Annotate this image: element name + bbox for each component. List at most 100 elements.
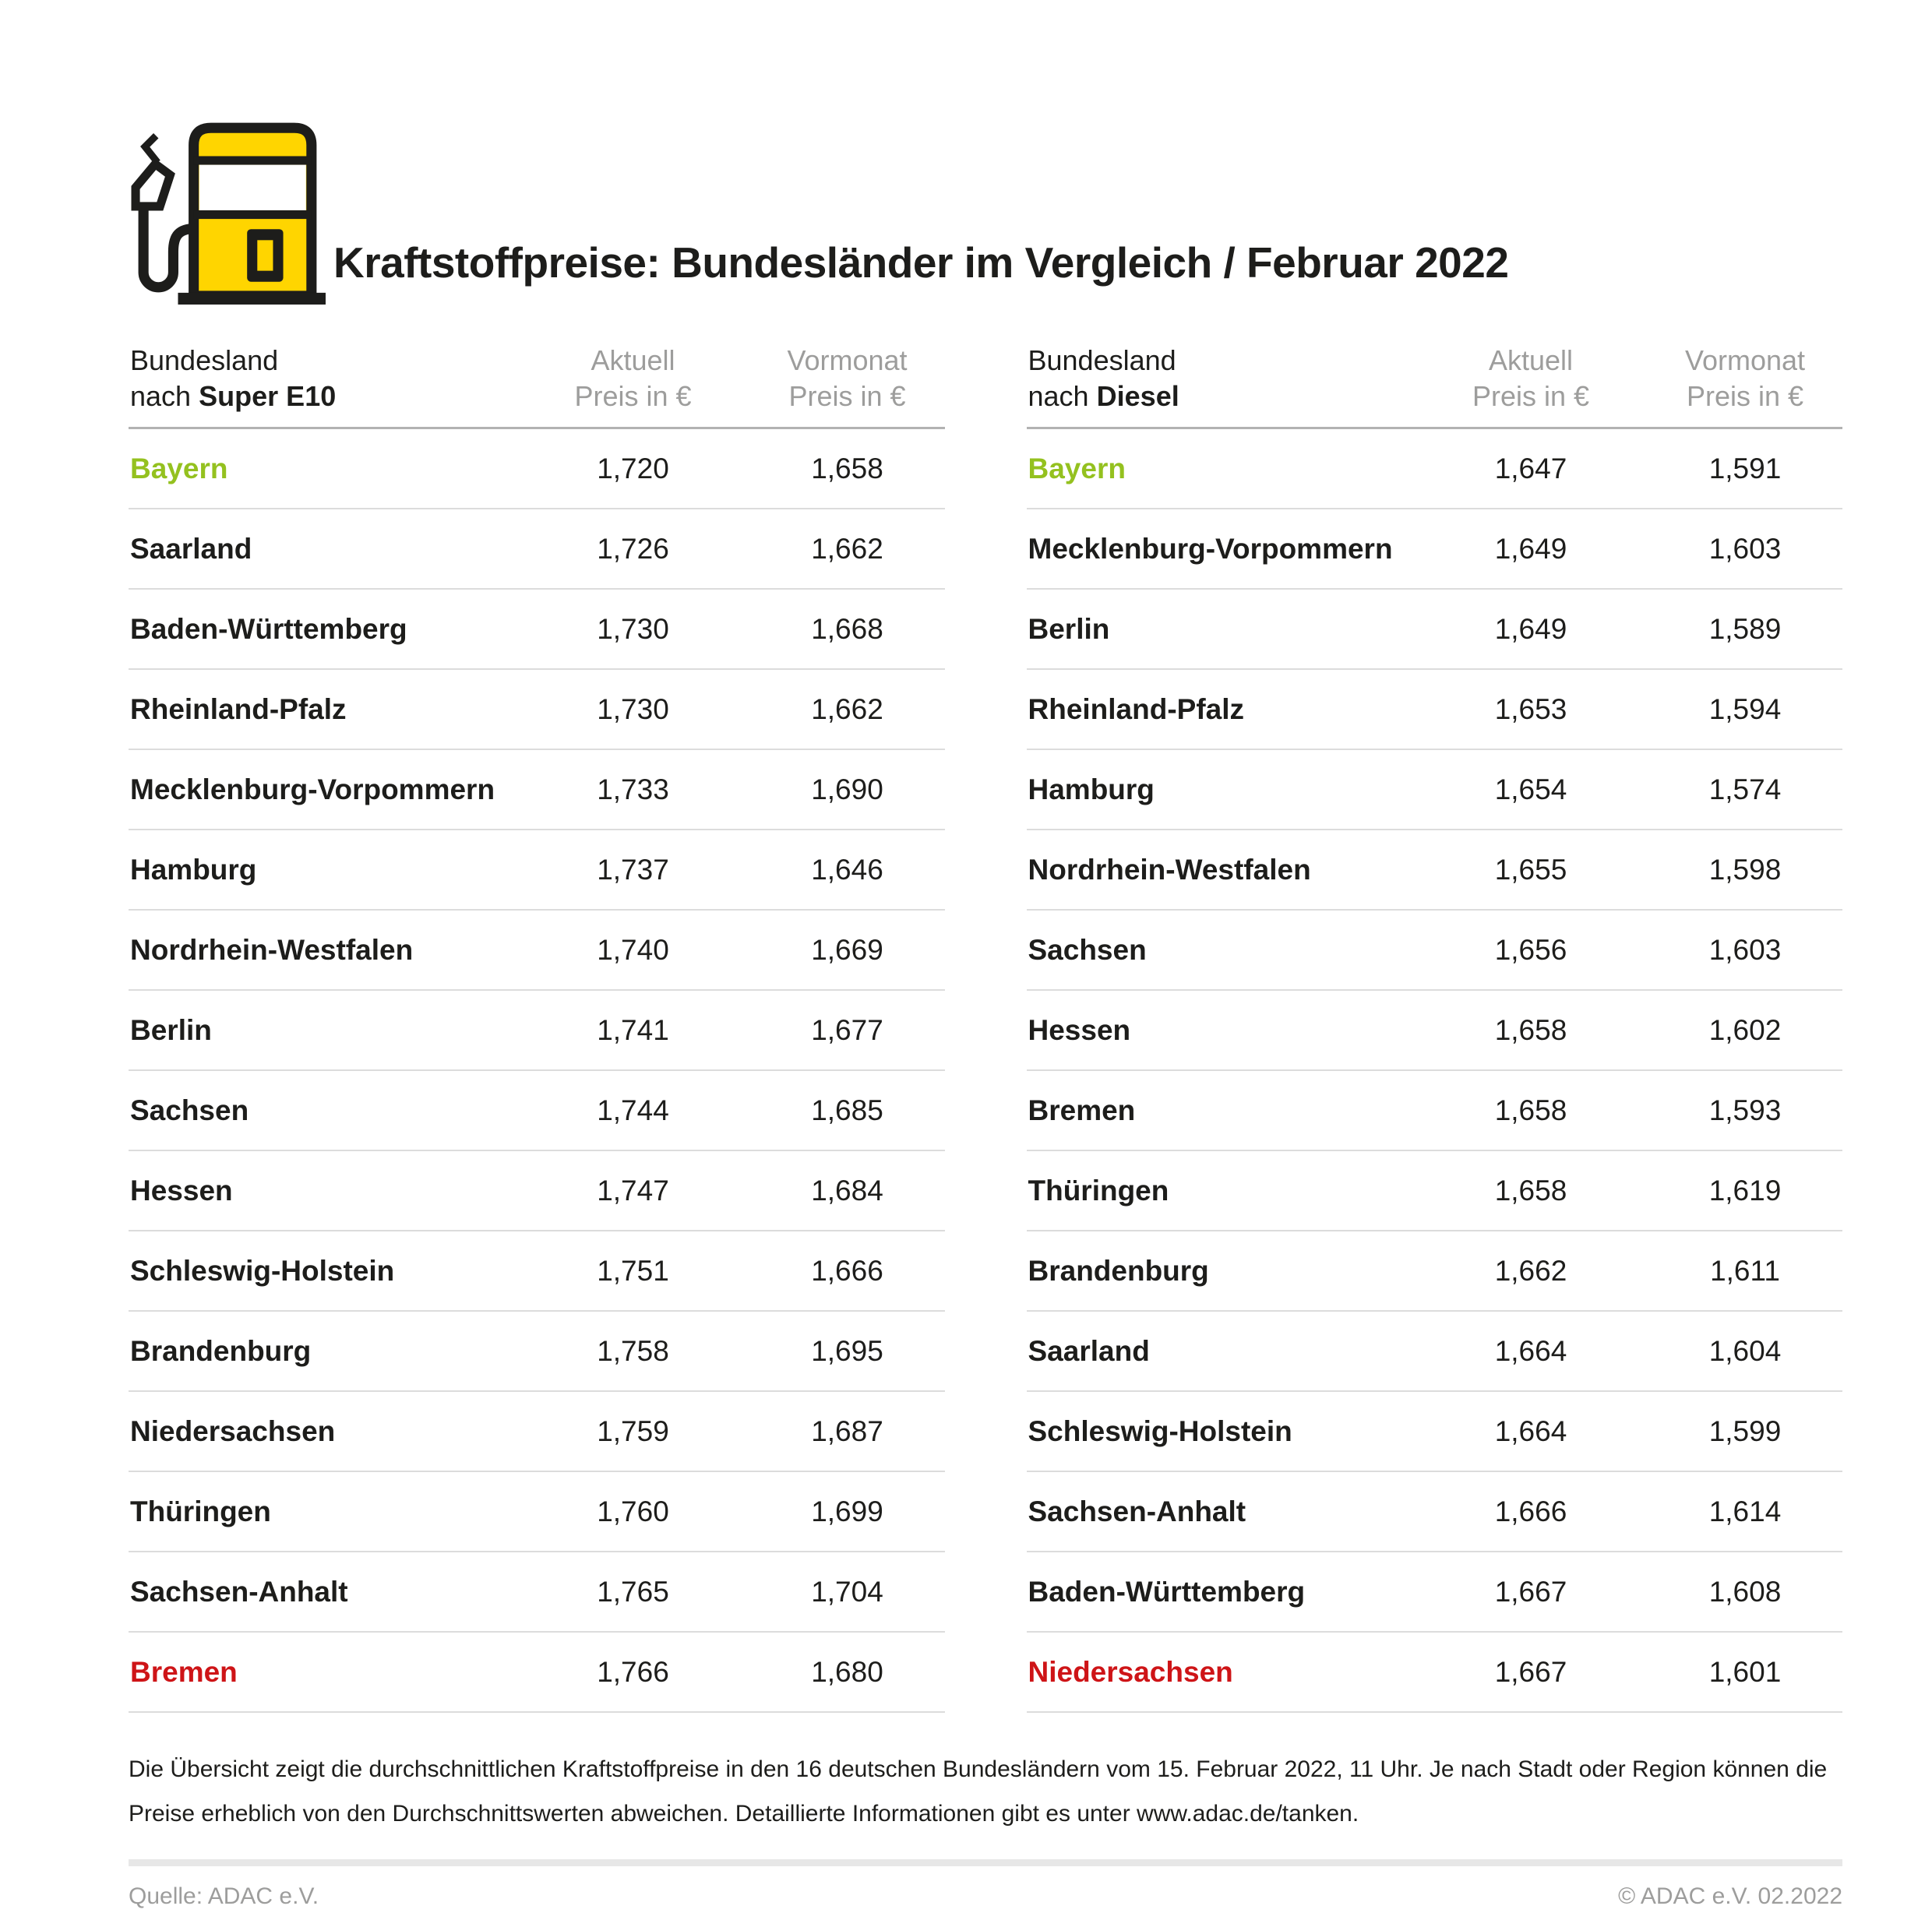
current-price: 1,737 (597, 853, 669, 886)
current-price: 1,766 (597, 1655, 669, 1688)
current-price: 1,747 (597, 1174, 669, 1207)
previous-price: 1,603 (1708, 532, 1782, 565)
state-name: Mecklenburg-Vorpommern (1028, 532, 1393, 565)
copyright-label: © ADAC e.V. 02.2022 (1618, 1883, 1842, 1909)
footnote-line2: Preise erheblich von den Durchschnittswe… (129, 1801, 1359, 1827)
super-e10-table: Bundesland nach Super E10 Aktuell Preis i… (129, 343, 945, 1713)
current-price: 1,751 (597, 1254, 669, 1287)
state-name: Sachsen (1028, 933, 1147, 966)
header-aktuell-unit: Preis in € (574, 380, 692, 412)
previous-price: 1,646 (811, 853, 883, 886)
current-price: 1,741 (597, 1013, 669, 1046)
state-name: Thüringen (1028, 1174, 1169, 1207)
previous-price: 1,611 (1710, 1254, 1780, 1287)
current-price: 1,667 (1494, 1575, 1567, 1608)
state-name: Nordrhein-Westfalen (1028, 853, 1311, 886)
current-price: 1,656 (1494, 933, 1567, 966)
column-header-aktuell: Aktuell Preis in € (1414, 343, 1648, 414)
current-price: 1,726 (597, 532, 669, 565)
previous-price: 1,602 (1708, 1013, 1782, 1046)
current-price: 1,658 (1494, 1174, 1567, 1207)
header-line-bundesland: Bundesland (130, 344, 279, 376)
header-line-fuel: nach Diesel (1028, 379, 1415, 414)
state-name: Schleswig-Holstein (130, 1254, 395, 1287)
page-title: Kraftstoffpreise: Bundesländer im Vergle… (333, 238, 1509, 287)
previous-price: 1,690 (811, 773, 883, 805)
column-header-aktuell: Aktuell Preis in € (516, 343, 750, 414)
column-header-vormonat: Vormonat Preis in € (1648, 343, 1842, 414)
header-line-bundesland: Bundesland (1028, 344, 1176, 376)
table-row: Saarland 1,726 1,662 (129, 509, 945, 590)
header-vormonat-label: Vormonat (787, 344, 908, 376)
table-row: Niedersachsen 1,759 1,687 (129, 1392, 945, 1472)
state-name: Bayern (1028, 452, 1126, 484)
footnote-line1: Die Übersicht zeigt die durchschnittlich… (129, 1756, 1828, 1782)
table-row: Sachsen-Anhalt 1,666 1,614 (1026, 1472, 1842, 1552)
previous-price: 1,680 (811, 1655, 883, 1688)
bottom-divider (129, 1859, 1842, 1866)
previous-price: 1,593 (1708, 1094, 1782, 1126)
state-name: Sachsen-Anhalt (130, 1575, 348, 1608)
state-name: Rheinland-Pfalz (130, 692, 347, 725)
previous-price: 1,601 (1708, 1655, 1782, 1688)
current-price: 1,720 (597, 452, 669, 484)
header-aktuell-label: Aktuell (591, 344, 675, 376)
state-name: Baden-Württemberg (130, 612, 407, 645)
current-price: 1,667 (1494, 1655, 1567, 1688)
header-nach-label: nach (130, 380, 192, 412)
current-price: 1,664 (1494, 1414, 1567, 1447)
table-row: Sachsen-Anhalt 1,765 1,704 (129, 1552, 945, 1633)
table-row: Rheinland-Pfalz 1,653 1,594 (1026, 670, 1842, 750)
header-aktuell-unit: Preis in € (1472, 380, 1590, 412)
current-price: 1,758 (597, 1334, 669, 1367)
previous-price: 1,589 (1708, 612, 1782, 645)
header-fuel-name: Super E10 (199, 380, 337, 412)
previous-price: 1,604 (1708, 1334, 1782, 1367)
previous-price: 1,614 (1708, 1495, 1782, 1527)
current-price: 1,658 (1494, 1094, 1567, 1126)
super-e10-table-body: Bayern 1,720 1,658 Saarland 1,726 1,662 Baden-… (129, 429, 945, 1713)
previous-price: 1,599 (1708, 1414, 1782, 1447)
current-price: 1,654 (1494, 773, 1567, 805)
state-name: Hamburg (130, 853, 257, 886)
table-row: Bayern 1,720 1,658 (129, 429, 945, 509)
current-price: 1,730 (597, 692, 669, 725)
current-price: 1,765 (597, 1575, 669, 1608)
state-name: Bremen (1028, 1094, 1136, 1126)
current-price: 1,649 (1494, 612, 1567, 645)
current-price: 1,730 (597, 612, 669, 645)
state-name: Brandenburg (1028, 1254, 1209, 1287)
previous-price: 1,677 (811, 1013, 883, 1046)
table-row: Thüringen 1,760 1,699 (129, 1472, 945, 1552)
table-row: Brandenburg 1,662 1,611 (1026, 1231, 1842, 1312)
previous-price: 1,619 (1708, 1174, 1782, 1207)
table-row: Berlin 1,741 1,677 (129, 991, 945, 1071)
state-name: Bayern (130, 452, 228, 484)
table-row: Hessen 1,747 1,684 (129, 1151, 945, 1231)
table-row: Schleswig-Holstein 1,664 1,599 (1026, 1392, 1842, 1472)
header-line-fuel: nach Super E10 (130, 379, 516, 414)
table-row: Bremen 1,658 1,593 (1026, 1071, 1842, 1151)
current-price: 1,664 (1494, 1334, 1567, 1367)
diesel-table-header: Bundesland nach Diesel Aktuell Preis in €… (1026, 343, 1842, 429)
previous-price: 1,685 (811, 1094, 883, 1126)
previous-price: 1,591 (1708, 452, 1782, 484)
tables-wrap: Bundesland nach Super E10 Aktuell Preis i… (0, 343, 1932, 1713)
current-price: 1,655 (1494, 853, 1567, 886)
current-price: 1,658 (1494, 1013, 1567, 1046)
previous-price: 1,695 (811, 1334, 883, 1367)
source-label: Quelle: ADAC e.V. (129, 1883, 319, 1909)
previous-price: 1,687 (811, 1414, 883, 1447)
current-price: 1,662 (1494, 1254, 1567, 1287)
state-name: Saarland (130, 532, 252, 565)
table-row: Bremen 1,766 1,680 (129, 1633, 945, 1713)
current-price: 1,647 (1494, 452, 1567, 484)
state-name: Brandenburg (130, 1334, 312, 1367)
state-name: Bremen (130, 1655, 238, 1688)
table-row: Baden-Württemberg 1,667 1,608 (1026, 1552, 1842, 1633)
column-header-bundesland: Bundesland nach Diesel (1027, 343, 1415, 414)
current-price: 1,759 (597, 1414, 669, 1447)
table-row: Sachsen 1,744 1,685 (129, 1071, 945, 1151)
column-header-vormonat: Vormonat Preis in € (750, 343, 945, 414)
state-name: Niedersachsen (1028, 1655, 1233, 1688)
